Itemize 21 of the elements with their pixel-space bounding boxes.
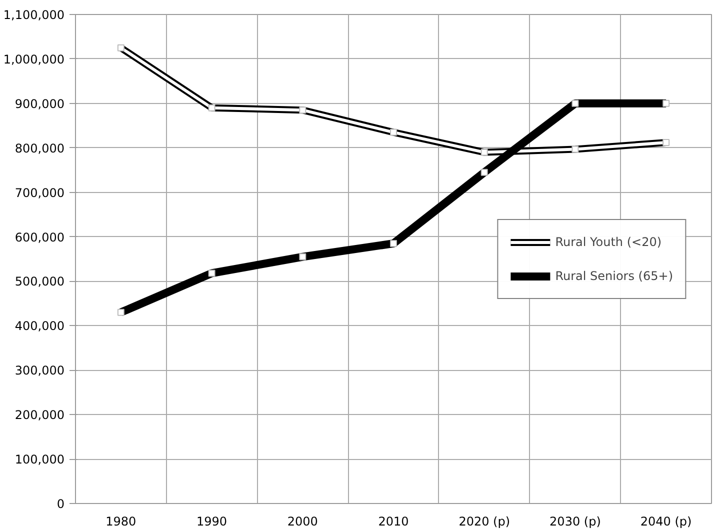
y-tick-label: 900,000 (14, 96, 64, 111)
legend-label: Rural Seniors (65+) (555, 268, 673, 282)
x-tick-label: 2020 (p) (458, 514, 510, 528)
y-tick-label: 0 (56, 497, 65, 511)
y-tick-label: 800,000 (14, 141, 64, 156)
x-tick-label: 1980 (106, 514, 136, 528)
y-tick-label: 300,000 (14, 364, 64, 378)
y-tick-label: 500,000 (14, 274, 64, 289)
y-tick-label: 100,000 (14, 452, 64, 467)
y-tick-label: 1,100,000 (3, 8, 65, 22)
y-tick-label: 1,000,000 (3, 52, 65, 66)
x-tick-label: 2030 (p) (550, 514, 601, 528)
y-tick-label: 200,000 (14, 408, 64, 422)
x-tick-label: 2010 (378, 514, 409, 528)
x-tick-label: 1990 (196, 514, 228, 528)
legend-label: Rural Youth (<20) (555, 234, 662, 248)
y-tick-label: 700,000 (14, 186, 64, 200)
y-tick-label: 400,000 (14, 319, 64, 334)
y-tick-label: 600,000 (14, 230, 64, 244)
x-tick-label: 2040 (p) (640, 514, 692, 528)
x-tick-label: 2000 (287, 514, 318, 528)
